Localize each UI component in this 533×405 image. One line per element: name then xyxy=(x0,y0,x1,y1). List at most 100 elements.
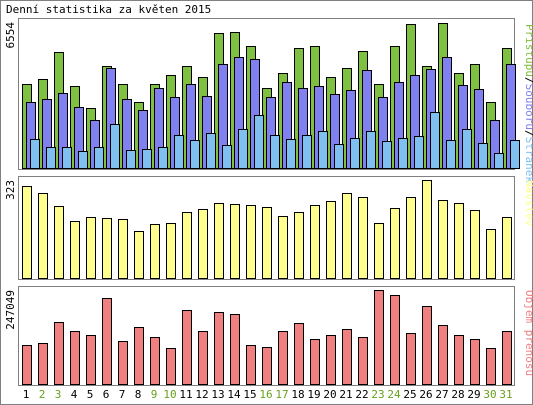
bar-requests-stránek-17 xyxy=(286,139,296,169)
bar-volume-objem-přenosu-26 xyxy=(422,306,432,385)
bar-requests-stránek-16 xyxy=(270,135,280,169)
bar-volume-objem-přenosu-2 xyxy=(38,343,48,385)
bar-volume-objem-přenosu-22 xyxy=(358,337,368,385)
x-tick-label-10: 10 xyxy=(163,388,176,401)
bar-visits-návštěv-6 xyxy=(102,218,112,279)
bar-volume-objem-přenosu-30 xyxy=(486,348,496,385)
x-tick-label-14: 14 xyxy=(227,388,241,401)
x-tick-label-17: 17 xyxy=(275,388,288,401)
x-tick-label-19: 19 xyxy=(307,388,320,401)
bar-visits-návštěv-11 xyxy=(182,212,192,279)
bar-requests-stránek-10 xyxy=(174,135,184,169)
x-tick-label-15: 15 xyxy=(243,388,256,401)
bar-visits-návštěv-27 xyxy=(438,200,448,279)
bar-volume-objem-přenosu-19 xyxy=(310,339,320,385)
x-tick-label-12: 12 xyxy=(195,388,208,401)
panel-visits: 323 Návštěv xyxy=(4,176,533,280)
x-axis-day-labels: 1 2 3 4 5 6 7 8 9 10 11 12 13 14 15 16 17 18 19 20 21 22 23 24 2… xyxy=(23,388,513,401)
bar-volume-objem-přenosu-4 xyxy=(70,331,80,385)
x-tick-label-18: 18 xyxy=(291,388,304,401)
bar-visits-návštěv-12 xyxy=(198,209,208,279)
bar-visits-návštěv-4 xyxy=(70,221,80,279)
bar-visits-návštěv-19 xyxy=(310,205,320,279)
x-tick-label-1: 1 xyxy=(23,388,30,401)
bar-volume-objem-přenosu-15 xyxy=(246,345,256,385)
x-tick-label-26: 26 xyxy=(419,388,432,401)
bar-visits-návštěv-10 xyxy=(166,223,176,279)
bar-visits-návštěv-30 xyxy=(486,229,496,279)
panel-frame xyxy=(18,176,515,280)
y-max-label: 247049 xyxy=(4,290,17,330)
x-tick-label-30: 30 xyxy=(483,388,496,401)
x-tick-label-28: 28 xyxy=(451,388,464,401)
legend-volume: Objem přenosu xyxy=(523,290,533,376)
bar-volume-objem-přenosu-10 xyxy=(166,348,176,385)
bar-visits-návštěv-25 xyxy=(406,197,416,279)
bar-requests-stránek-31 xyxy=(510,140,520,169)
x-tick-label-27: 27 xyxy=(435,388,448,401)
bar-volume-objem-přenosu-11 xyxy=(182,310,192,385)
x-tick-label-23: 23 xyxy=(371,388,384,401)
bar-volume-objem-přenosu-14 xyxy=(230,314,240,385)
bar-requests-stránek-27 xyxy=(446,140,456,169)
bar-requests-stránek-22 xyxy=(366,131,376,169)
bar-requests-stránek-2 xyxy=(46,147,56,169)
legend-entry: Stránek xyxy=(523,137,533,184)
bar-requests-stránek-13 xyxy=(222,145,232,169)
bar-volume-objem-přenosu-25 xyxy=(406,333,416,385)
bar-requests-stránek-25 xyxy=(414,136,424,169)
bar-visits-návštěv-18 xyxy=(294,212,304,279)
bar-requests-stránek-8 xyxy=(142,149,152,169)
bar-visits-návštěv-22 xyxy=(358,197,368,279)
y-max-label: 6554 xyxy=(4,22,17,49)
bar-visits-návštěv-14 xyxy=(230,204,240,279)
bar-volume-objem-přenosu-8 xyxy=(134,327,144,385)
x-tick-label-5: 5 xyxy=(87,388,94,401)
bar-volume-objem-přenosu-18 xyxy=(294,323,304,385)
bar-visits-návštěv-7 xyxy=(118,219,128,279)
x-tick-label-25: 25 xyxy=(403,388,416,401)
bar-requests-stránek-1 xyxy=(30,139,40,169)
bar-visits-návštěv-8 xyxy=(134,231,144,279)
bar-requests-stránek-24 xyxy=(398,138,408,169)
bar-visits-návštěv-23 xyxy=(374,223,384,279)
bar-requests-stránek-12 xyxy=(206,133,216,169)
bar-volume-objem-přenosu-27 xyxy=(438,325,448,385)
legend-entry: Souborů xyxy=(523,84,533,130)
x-tick-label-16: 16 xyxy=(259,388,272,401)
bar-volume-objem-přenosu-20 xyxy=(326,335,336,385)
bar-visits-návštěv-3 xyxy=(54,206,64,279)
legend-visits: Návštěv xyxy=(523,180,533,227)
legend-entry: Přístupů xyxy=(523,24,533,77)
bar-requests-stránek-26 xyxy=(430,112,440,169)
bar-requests-stránek-30 xyxy=(494,153,504,169)
bar-visits-návštěv-5 xyxy=(86,217,96,279)
bar-requests-stránek-23 xyxy=(382,141,392,169)
x-tick-label-22: 22 xyxy=(355,388,368,401)
legend-requests: Přístupů/Souborů/Stránek xyxy=(523,24,533,183)
bar-visits-návštěv-17 xyxy=(278,216,288,279)
y-max-label: 323 xyxy=(4,180,17,200)
bar-volume-objem-přenosu-16 xyxy=(262,347,272,385)
bar-visits-návštěv-15 xyxy=(246,205,256,279)
bar-visits-návštěv-21 xyxy=(342,193,352,279)
x-tick-label-4: 4 xyxy=(71,388,78,401)
bar-requests-stránek-3 xyxy=(62,147,72,169)
bar-volume-objem-přenosu-13 xyxy=(214,312,224,385)
chart-title: Denní statistika za květen 2015 xyxy=(6,3,211,16)
bar-visits-návštěv-16 xyxy=(262,207,272,279)
bar-volume-objem-přenosu-6 xyxy=(102,298,112,385)
bar-requests-stránek-19 xyxy=(318,131,328,169)
bar-visits-návštěv-1 xyxy=(22,186,32,279)
bar-visits-návštěv-13 xyxy=(214,203,224,279)
x-tick-label-7: 7 xyxy=(119,388,126,401)
x-tick-label-3: 3 xyxy=(55,388,62,401)
x-tick-label-11: 11 xyxy=(179,388,192,401)
x-tick-label-20: 20 xyxy=(323,388,336,401)
bar-visits-návštěv-31 xyxy=(502,217,512,279)
legend-separator: / xyxy=(523,77,533,84)
bar-volume-objem-přenosu-21 xyxy=(342,329,352,385)
